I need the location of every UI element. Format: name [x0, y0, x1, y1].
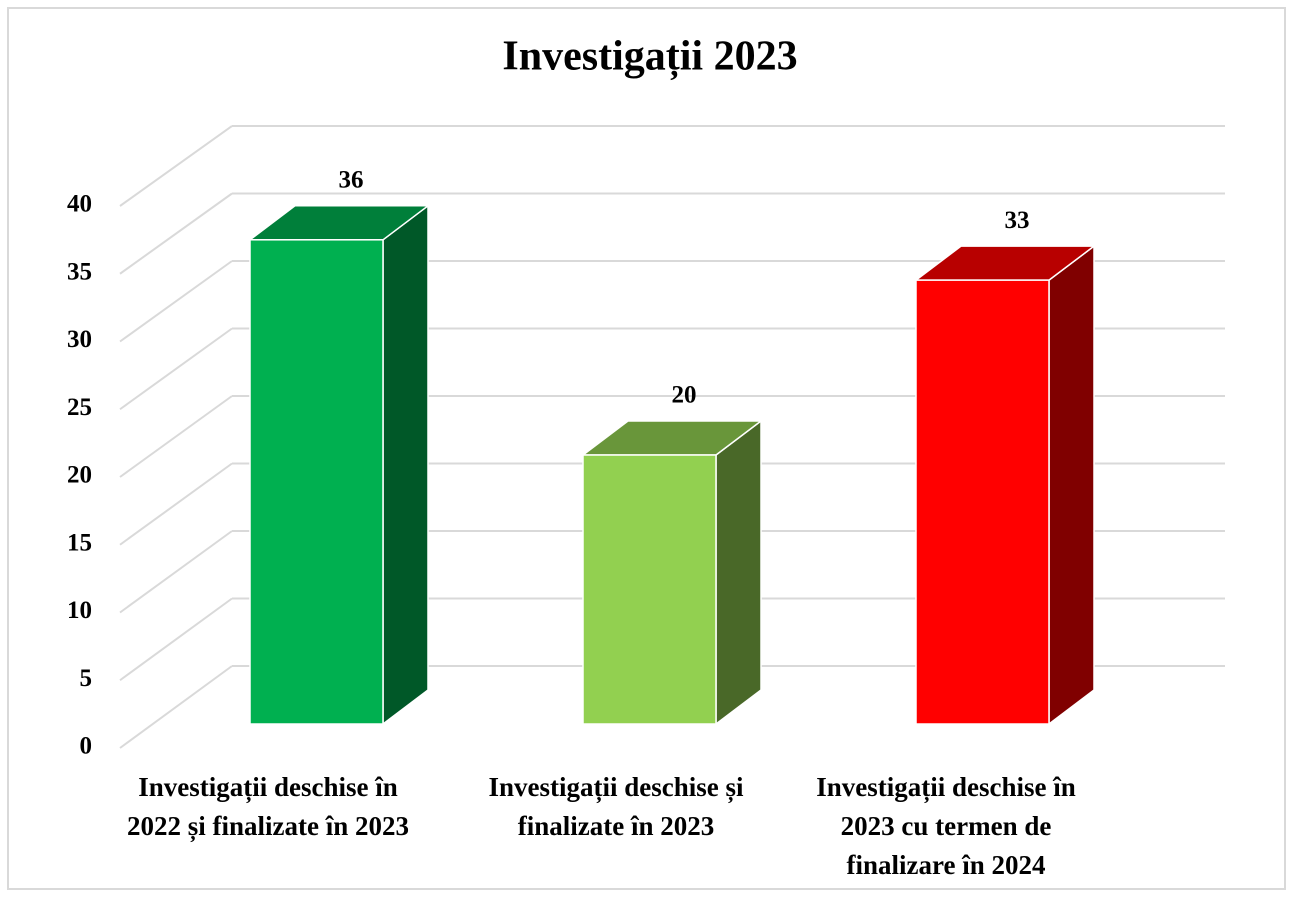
grid-line-side	[119, 192, 233, 275]
y-tick-label: 10	[67, 597, 92, 624]
bar	[915, 279, 1050, 725]
y-tick-label: 15	[67, 529, 92, 556]
grid-line-side	[119, 327, 233, 411]
grid-line-side	[119, 395, 233, 478]
y-tick-label: 5	[80, 665, 93, 692]
y-tick-label: 20	[67, 462, 92, 489]
y-tick-label: 30	[67, 326, 92, 353]
grid-line-side	[119, 260, 233, 343]
bar-side	[382, 204, 429, 726]
grid-line-side	[119, 665, 233, 749]
value-label: 33	[1005, 207, 1030, 234]
value-label: 20	[672, 382, 697, 409]
y-tick-label: 35	[67, 258, 92, 285]
y-tick-label: 25	[67, 394, 92, 421]
grid-line-side	[119, 597, 233, 682]
value-label: 36	[339, 167, 364, 194]
x-tick-label: Investigații deschise în 2023 cu termen d…	[816, 772, 1076, 880]
bar-side	[715, 419, 762, 726]
bar	[249, 239, 384, 725]
y-tick-label: 0	[80, 733, 93, 760]
bar-side	[1048, 244, 1095, 726]
grid-line-side	[119, 125, 233, 207]
chart-title: Investigații 2023	[502, 34, 797, 81]
bar	[582, 454, 717, 725]
x-tick-label: Investigații deschise și finalizate în 20…	[488, 772, 744, 841]
x-tick-label: Investigații deschise în 2022 și finaliza…	[127, 772, 409, 842]
y-tick-label: 40	[67, 191, 92, 218]
grid-line-side	[119, 530, 233, 614]
grid-line-side	[119, 462, 233, 546]
